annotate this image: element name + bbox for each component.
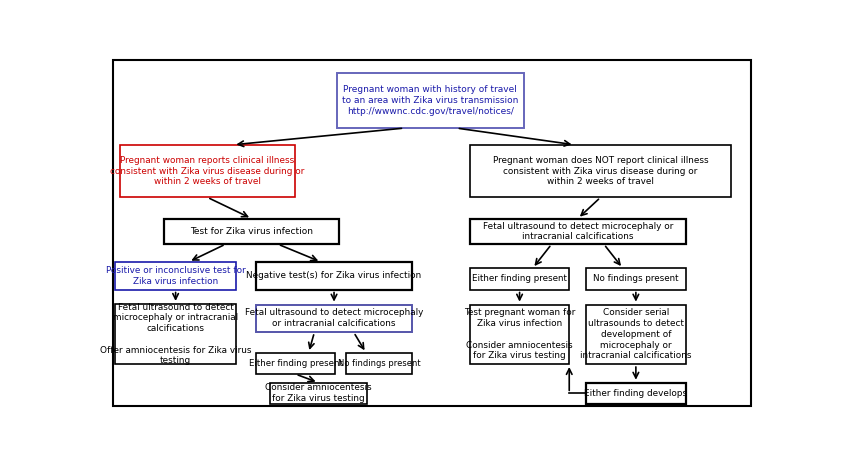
FancyBboxPatch shape	[346, 353, 412, 374]
FancyBboxPatch shape	[270, 383, 367, 404]
FancyBboxPatch shape	[337, 73, 524, 128]
FancyBboxPatch shape	[586, 268, 685, 290]
Text: Consider amniocentesis
for Zika virus testing: Consider amniocentesis for Zika virus te…	[265, 384, 372, 403]
FancyBboxPatch shape	[470, 145, 731, 197]
Text: Negative test(s) for Zika virus infection: Negative test(s) for Zika virus infectio…	[246, 271, 422, 280]
FancyBboxPatch shape	[255, 305, 412, 332]
FancyBboxPatch shape	[115, 262, 236, 290]
Text: Fetal ultrasound to detect microcephaly
or intracranial calcifications: Fetal ultrasound to detect microcephaly …	[244, 308, 423, 328]
FancyBboxPatch shape	[586, 305, 685, 364]
FancyBboxPatch shape	[113, 59, 751, 406]
Text: Either finding present: Either finding present	[249, 359, 342, 368]
Text: No findings present: No findings present	[593, 274, 679, 284]
FancyBboxPatch shape	[255, 262, 412, 290]
FancyBboxPatch shape	[586, 383, 685, 404]
FancyBboxPatch shape	[164, 219, 339, 244]
Text: Test pregnant woman for
Zika virus infection

Consider amniocentesis
for Zika vi: Test pregnant woman for Zika virus infec…	[464, 308, 575, 361]
Text: Pregnant woman with history of travel
to an area with Zika virus transmission
ht: Pregnant woman with history of travel to…	[342, 85, 518, 116]
FancyBboxPatch shape	[470, 305, 569, 364]
FancyBboxPatch shape	[120, 145, 295, 197]
Text: Fetal ultrasound to detect microcephaly or
intracranial calcifications: Fetal ultrasound to detect microcephaly …	[482, 221, 673, 241]
FancyBboxPatch shape	[470, 219, 685, 244]
Text: Consider serial
ultrasounds to detect
development of
microcephaly or
intracrania: Consider serial ultrasounds to detect de…	[580, 308, 691, 361]
Text: No findings present: No findings present	[338, 359, 421, 368]
FancyBboxPatch shape	[470, 268, 569, 290]
Text: Fetal ultrasound to detect
microcephaly or intracranial
calcifications

Offer am: Fetal ultrasound to detect microcephaly …	[99, 302, 251, 366]
Text: Either finding develops: Either finding develops	[584, 389, 687, 398]
FancyBboxPatch shape	[115, 304, 236, 364]
Text: Either finding present: Either finding present	[472, 274, 567, 284]
Text: Positive or inconclusive test for
Zika virus infection: Positive or inconclusive test for Zika v…	[105, 266, 245, 286]
Text: Pregnant woman does NOT report clinical illness
consistent with Zika virus disea: Pregnant woman does NOT report clinical …	[493, 156, 708, 186]
FancyBboxPatch shape	[255, 353, 336, 374]
Text: Test for Zika virus infection: Test for Zika virus infection	[191, 227, 314, 236]
Text: Pregnant woman reports clinical illness
consistent with Zika virus disease durin: Pregnant woman reports clinical illness …	[110, 156, 304, 186]
